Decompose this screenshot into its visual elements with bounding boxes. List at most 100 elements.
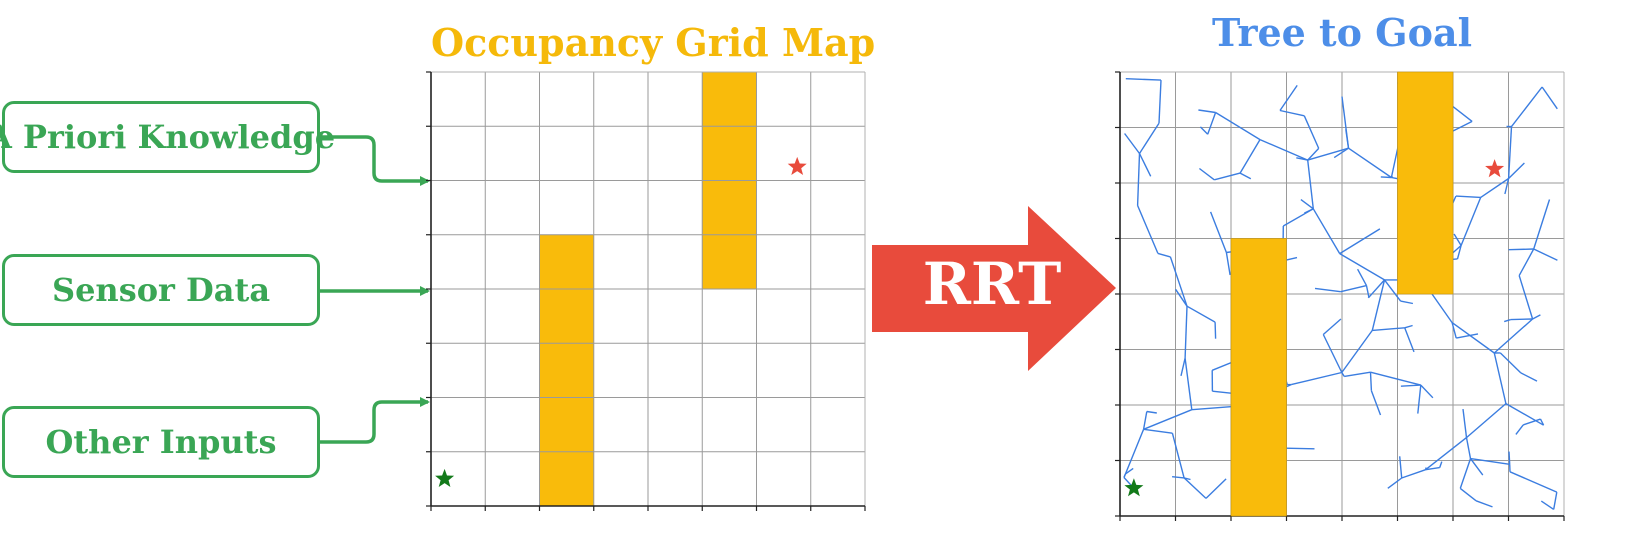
tree-edge: [1503, 318, 1511, 323]
tree-edge: [1138, 153, 1152, 177]
input-sensor-data: Sensor Data: [2, 254, 320, 326]
tree-edge: [1291, 371, 1342, 386]
tree-edge: [1212, 390, 1233, 394]
occupancy-grid-map: [426, 71, 866, 511]
tree-edge: [1239, 139, 1261, 174]
start-star-icon: [1124, 478, 1144, 497]
tree-edge: [1296, 157, 1308, 161]
tree-edge: [1205, 478, 1227, 499]
tree-edge: [1333, 147, 1349, 159]
tree-map-title: Tree to Goal: [1211, 10, 1473, 55]
tree-edge: [1515, 424, 1524, 435]
tree-edge: [1303, 115, 1320, 149]
tree-edge: [1367, 279, 1386, 299]
tree-edge: [1158, 80, 1162, 124]
tree-edge: [1259, 138, 1308, 161]
tree-edge: [1157, 252, 1171, 258]
tree-edge: [1340, 284, 1367, 293]
tree-edge: [1312, 208, 1341, 254]
tree-edge: [1383, 279, 1402, 302]
tree-edge: [1124, 467, 1134, 475]
tree-edge: [1508, 248, 1534, 251]
tree-grid-map: [1115, 71, 1565, 521]
tree-edge: [1541, 86, 1558, 110]
obstacle-block: [1230, 238, 1287, 517]
tree-edge: [1401, 469, 1426, 479]
tree-edge: [1138, 122, 1160, 154]
tree-edge: [1345, 129, 1350, 149]
tree-edge: [1533, 248, 1558, 261]
tree-edge: [1123, 473, 1126, 478]
tree-edge: [1462, 409, 1468, 438]
tree-edge: [1136, 205, 1159, 254]
tree-edge: [1146, 410, 1157, 414]
rrt-process-arrow: [872, 206, 1116, 371]
tree-edge: [1399, 456, 1403, 479]
tree-edge: [1186, 305, 1216, 323]
tree-edge: [1470, 457, 1510, 465]
tree-edge: [1499, 352, 1522, 374]
tree-edge: [1214, 172, 1241, 181]
tree-edge: [1451, 322, 1457, 339]
obstacle-block: [539, 234, 595, 507]
tree-edge: [1279, 109, 1305, 117]
tree-edge: [1455, 195, 1481, 199]
input-label: Sensor Data: [51, 271, 271, 309]
tree-edge: [1466, 403, 1507, 439]
input-label: A Priori Knowledge: [0, 118, 336, 156]
tree-edge: [1451, 120, 1473, 133]
input-a-priori-knowledge: A Priori Knowledge: [0, 101, 335, 173]
tree-edge: [1322, 318, 1342, 336]
tree-edge: [1172, 476, 1185, 479]
tree-edge: [1425, 466, 1440, 471]
tree-edge: [1279, 85, 1298, 111]
tree-edge: [1143, 409, 1193, 430]
tree-edge: [1404, 327, 1415, 353]
connector-arrow-other-inputs: [320, 397, 430, 444]
tree-edge: [1184, 306, 1188, 359]
tree-edge: [1123, 429, 1145, 478]
tree-edge: [1417, 385, 1422, 414]
tree-edge: [1475, 500, 1493, 508]
tree-edge: [1459, 458, 1472, 489]
tree-edge: [1369, 372, 1373, 391]
tree-edge: [1391, 176, 1394, 179]
tree-edge: [1480, 177, 1509, 198]
tree-edge: [1539, 418, 1545, 426]
tree-edge: [1184, 358, 1193, 410]
tree-edge: [1142, 411, 1148, 430]
tree-edge: [1533, 199, 1551, 250]
tree-edge: [1314, 287, 1341, 293]
tree-edge: [1425, 437, 1467, 471]
tree-edge: [1504, 178, 1510, 195]
tree-edge: [1453, 233, 1462, 246]
tree-edge: [1183, 477, 1207, 499]
tree-edge: [1387, 477, 1403, 489]
tree-edge: [1175, 288, 1188, 307]
tree-edge: [1303, 208, 1314, 214]
tree-edge: [1400, 300, 1414, 305]
tree-edge: [1370, 371, 1421, 386]
tree-edge: [1509, 471, 1558, 493]
tree-edge: [1553, 491, 1558, 510]
tree-edge: [1424, 467, 1427, 470]
goal-star-icon: [787, 156, 807, 175]
tree-edge: [1356, 268, 1368, 286]
tree-edge: [1341, 372, 1345, 377]
tree-edge: [1469, 458, 1484, 476]
tree-edge: [1143, 428, 1173, 434]
tree-edge: [1199, 126, 1209, 135]
tree-edge: [1510, 318, 1533, 321]
tree-edge: [1198, 167, 1215, 181]
tree-edge: [1341, 329, 1373, 373]
tree-edge: [1348, 147, 1392, 179]
tree-edge: [1207, 112, 1217, 135]
goal-star-icon: [1485, 159, 1505, 178]
tree-edge: [1300, 199, 1314, 210]
tree-edge: [1404, 324, 1413, 329]
tree-edge: [1307, 147, 1349, 161]
rrt-label: RRT: [922, 250, 1062, 318]
tree-edge: [1365, 285, 1370, 298]
tree-edge: [1540, 500, 1555, 510]
